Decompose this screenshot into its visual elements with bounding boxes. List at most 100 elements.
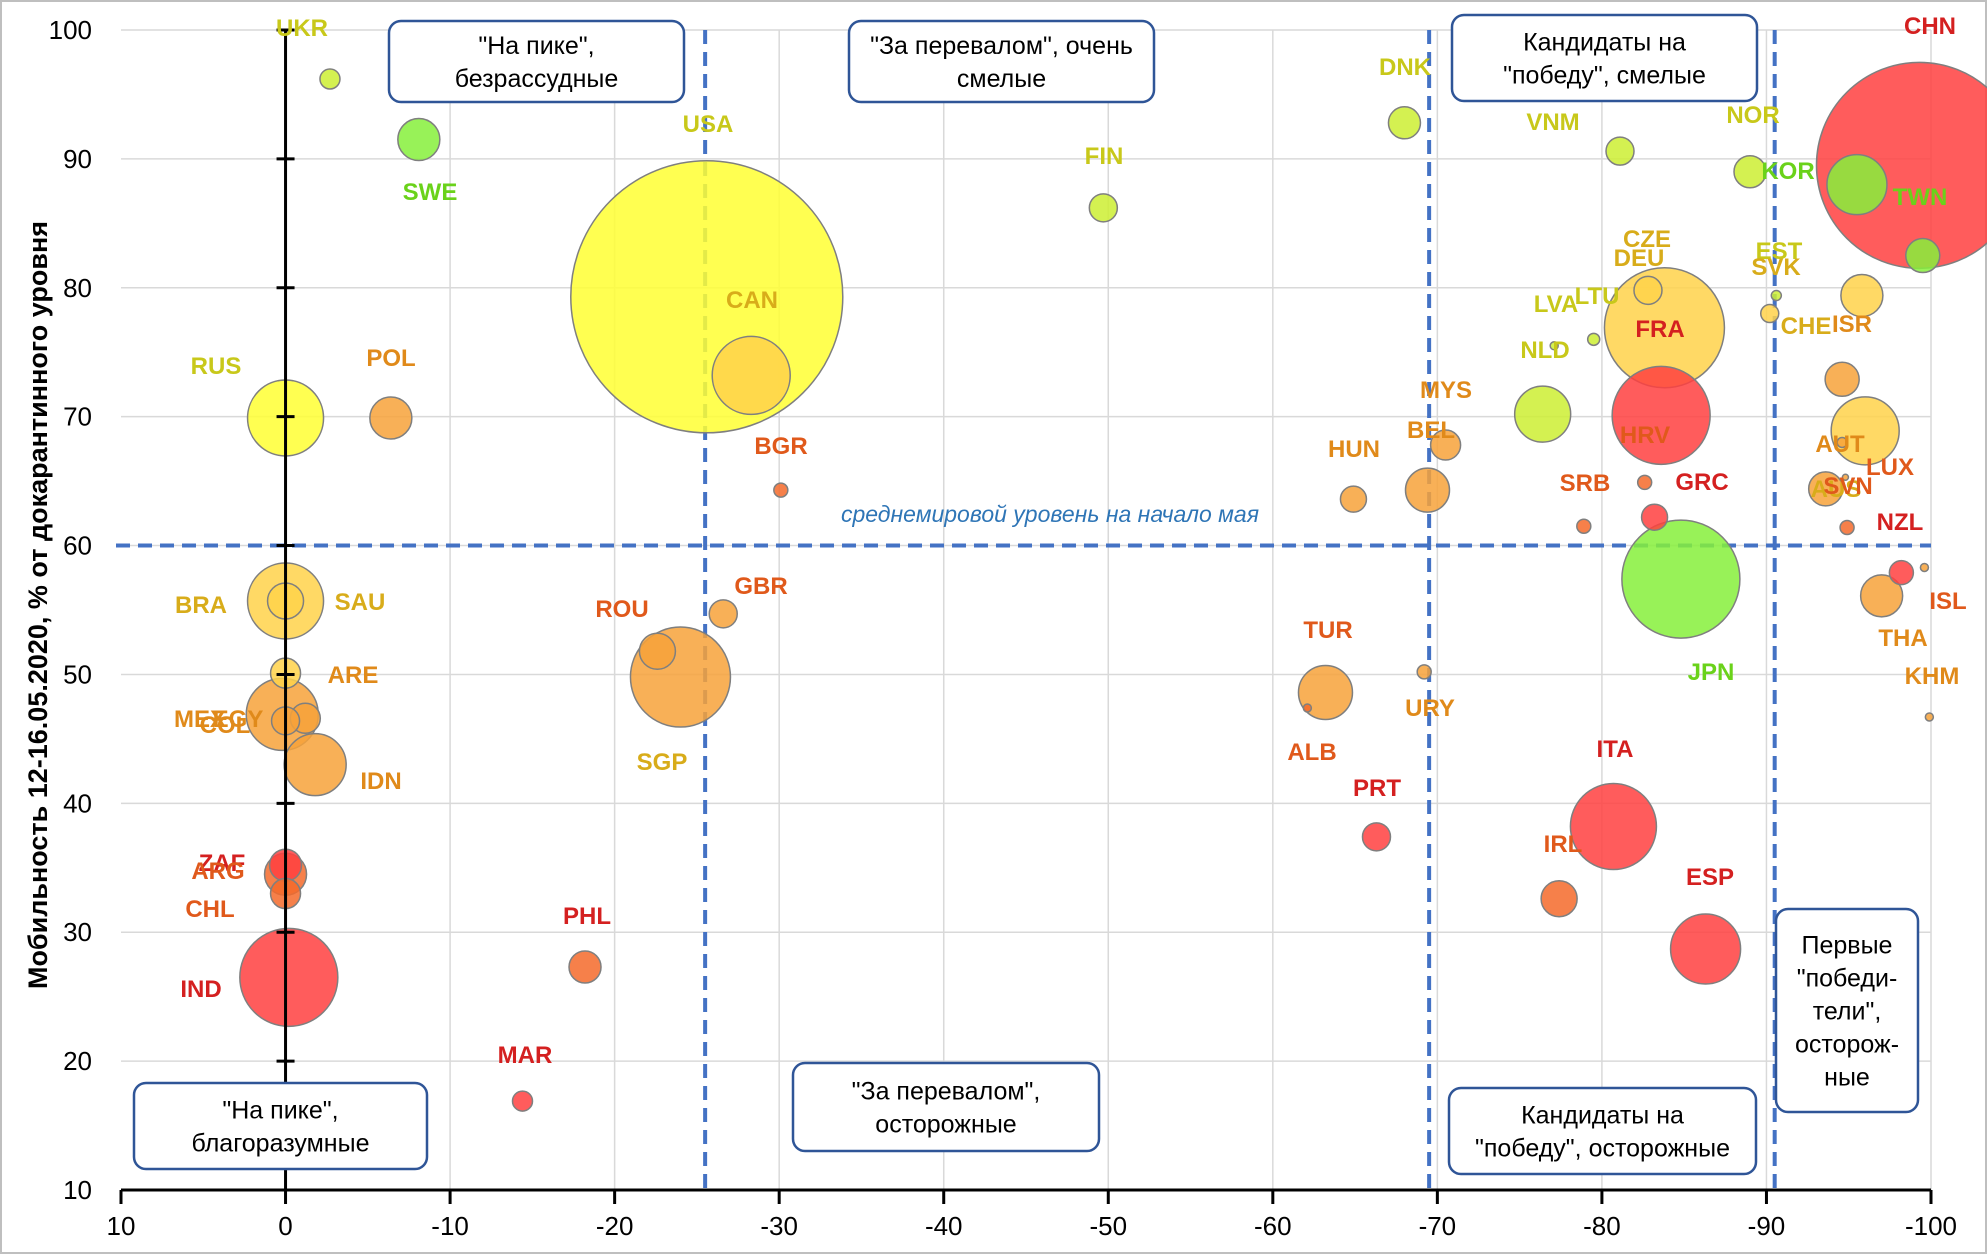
- zone-label-5-line-1: "победу", осторожные: [1475, 1135, 1730, 1163]
- bubble-phl: [568, 950, 602, 984]
- x-tick-label-11: -100: [1905, 1211, 1957, 1241]
- label-srb: SRB: [1560, 470, 1611, 497]
- bubble-twn: [1905, 237, 1941, 274]
- label-grc: GRC: [1675, 469, 1728, 496]
- zone-label-0-line-0: "На пике",: [478, 32, 594, 60]
- bubble-isl: [1919, 562, 1930, 573]
- label-arg: ARG: [191, 858, 244, 885]
- zone-box-0: [387, 19, 686, 104]
- label-che: CHE: [1781, 313, 1832, 340]
- bubble-vnm: [1605, 136, 1635, 166]
- zone-box-3: [132, 1081, 429, 1171]
- zone-label-6-line-3: осторож-: [1795, 1031, 1899, 1059]
- label-esp: ESP: [1686, 864, 1734, 891]
- label-aut: AUT: [1815, 431, 1865, 458]
- bubble-bgr: [773, 482, 789, 498]
- zone-label-0-line-1: безрассудные: [455, 65, 619, 93]
- y-tick-label-0: 10: [63, 1175, 92, 1205]
- label-pol: POL: [366, 345, 415, 372]
- bubble-ukr: [319, 68, 341, 90]
- label-sgp: SGP: [637, 749, 688, 776]
- bubble-alb: [1302, 703, 1313, 713]
- label-idn: IDN: [360, 768, 401, 795]
- zone-label-3-line-0: "На пике",: [222, 1097, 338, 1125]
- label-mex: MEX: [174, 706, 226, 733]
- bubble-mys: [1404, 467, 1451, 513]
- bubble-fin: [1088, 193, 1119, 223]
- bubble-mys2: [1888, 559, 1915, 586]
- zone-box-1: [847, 19, 1156, 104]
- bubble-idn: [283, 732, 347, 797]
- bubble-nld: [1513, 385, 1572, 443]
- label-cze: CZE: [1623, 226, 1671, 253]
- zone-label-2-line-1: "победу", смелые: [1503, 62, 1706, 90]
- x-tick-label-1: 0: [278, 1211, 292, 1241]
- bubble-hrv: [1636, 474, 1653, 491]
- label-lva: LVA: [1534, 291, 1578, 318]
- bubble-jpn: [1621, 519, 1741, 639]
- y-tick-label-7: 80: [63, 273, 92, 303]
- x-tick-label-2: -10: [431, 1211, 469, 1241]
- label-irl: IRL: [1544, 831, 1583, 858]
- label-bgr: BGR: [754, 433, 807, 460]
- bubble-kor: [1826, 153, 1888, 216]
- zone-box-6: [1774, 907, 1920, 1114]
- zone-label-1-line-0: "За перевалом", очень: [870, 32, 1133, 60]
- y-tick-label-2: 30: [63, 917, 92, 947]
- bubble-can: [711, 335, 791, 416]
- zone-label-1-line-1: смелые: [957, 65, 1046, 93]
- bubble-bel: [1429, 429, 1462, 461]
- y-tick-label-9: 100: [49, 15, 92, 45]
- y-tick-label-6: 70: [63, 402, 92, 432]
- label-bel: BEL: [1407, 417, 1455, 444]
- bubble-ltu: [1586, 332, 1601, 347]
- label-rou: ROU: [595, 596, 648, 623]
- bubble-svk: [1759, 303, 1780, 324]
- bubble-prt: [1361, 822, 1392, 852]
- label-sau: SAU: [335, 589, 386, 616]
- label-col: COL: [200, 712, 251, 739]
- label-fin: FIN: [1085, 143, 1124, 170]
- label-ukr: UKR: [276, 15, 328, 42]
- bubble-swe: [397, 117, 441, 162]
- bubble-gbr: [708, 599, 738, 629]
- zone-label-3-line-1: благоразумные: [192, 1130, 370, 1158]
- label-bra: BRA: [175, 592, 227, 619]
- label-nld: NLD: [1520, 337, 1569, 364]
- x-tick-label-6: -50: [1089, 1211, 1127, 1241]
- zone-box-5: [1447, 1086, 1758, 1176]
- zone-label-6-line-1: "победи-: [1797, 965, 1898, 993]
- label-svk: SVK: [1751, 254, 1801, 281]
- zone-box-2: [1450, 13, 1759, 103]
- bubble-usa: [570, 160, 844, 434]
- label-aus: AUS: [1811, 476, 1862, 503]
- bubble-esp: [1669, 913, 1742, 985]
- zone-label-6-line-0: Первые: [1802, 932, 1893, 960]
- bubble-ind: [239, 927, 339, 1028]
- bubble-pol: [369, 396, 413, 440]
- bubble-aut: [1836, 436, 1848, 449]
- bubble-nzl: [1839, 519, 1855, 536]
- label-zaf: ZAF: [199, 850, 246, 877]
- zone-label-4-line-0: "За перевалом",: [852, 1078, 1041, 1106]
- x-tick-label-7: -60: [1254, 1211, 1292, 1241]
- bubble-dnk: [1387, 106, 1422, 140]
- zone-label-6-line-4: ные: [1824, 1064, 1870, 1092]
- x-tick-label-3: -20: [596, 1211, 634, 1241]
- label-phl: PHL: [563, 903, 611, 930]
- bubble-khm: [1924, 712, 1935, 722]
- label-mar: MAR: [498, 1042, 553, 1069]
- bubble-fra: [1611, 365, 1711, 466]
- label-twn: TWN: [1893, 184, 1948, 211]
- label-fra: FRA: [1635, 316, 1684, 343]
- label-ltu: LTU: [1575, 283, 1620, 310]
- bubble-aus: [1830, 396, 1900, 466]
- x-tick-label-10: -90: [1748, 1211, 1786, 1241]
- bubble-lux: [1841, 473, 1850, 481]
- x-tick-label-5: -40: [925, 1211, 963, 1241]
- x-tick-label-8: -70: [1419, 1211, 1457, 1241]
- zone-box-4: [791, 1061, 1101, 1153]
- bubble-ita: [1569, 782, 1658, 871]
